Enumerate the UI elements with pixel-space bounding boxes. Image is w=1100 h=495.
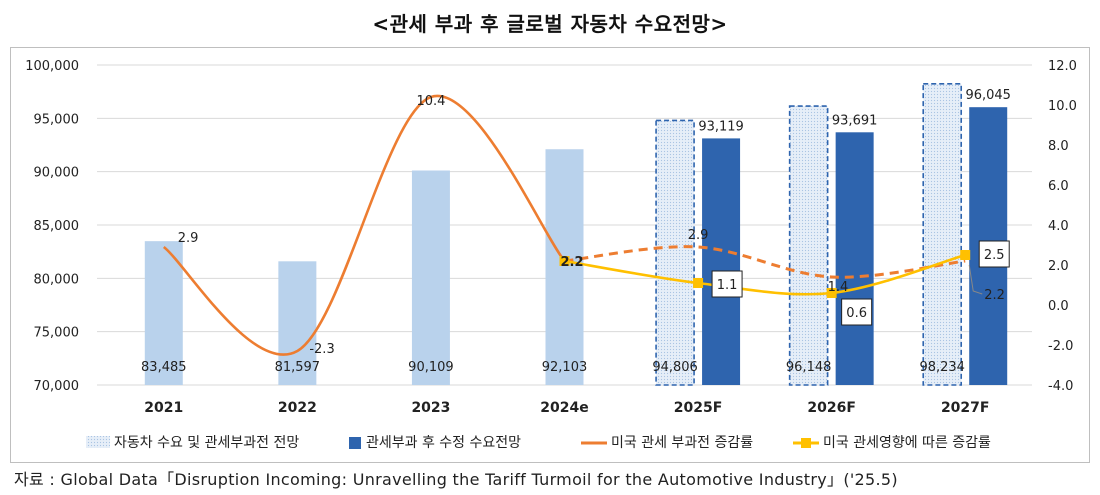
legend-label: 미국 관세영향에 따른 증감률 xyxy=(823,435,991,451)
y-right-tick-label: 2.0 xyxy=(1048,259,1069,274)
x-tick-label: 2026F xyxy=(807,400,856,416)
legend-swatch-yellow-marker xyxy=(801,438,811,448)
bar-post-tariff-label: 93,119 xyxy=(698,119,744,134)
x-tick-label: 2023 xyxy=(411,400,450,416)
x-tick-label: 2021 xyxy=(144,400,183,416)
y-left-tick-label: 95,000 xyxy=(34,112,80,127)
x-tick-label: 2022 xyxy=(278,400,317,416)
y-right-tick-label: -4.0 xyxy=(1048,379,1073,394)
line-tariff-impact-marker xyxy=(693,278,704,288)
bar-pre-tariff xyxy=(144,241,183,385)
bar-pre-tariff-label: 90,109 xyxy=(408,360,454,375)
line-tariff-impact-label: 0.6 xyxy=(846,306,867,321)
line-tariff-impact-label-box xyxy=(711,270,743,298)
line-tariff-impact-label: 2.5 xyxy=(984,248,1005,263)
source-note: 자료 : Global Data「Disruption Incoming: Un… xyxy=(14,470,898,489)
bar-post-tariff xyxy=(702,138,741,385)
bar-post-tariff xyxy=(835,132,874,385)
y-left-tick-label: 100,000 xyxy=(25,59,79,74)
line-tariff-impact-label-box xyxy=(841,298,873,326)
line-tariff-impact-label: 2.2 xyxy=(561,255,584,270)
line-tariff-impact-marker xyxy=(559,256,570,266)
y-left-tick-label: 85,000 xyxy=(34,219,80,234)
x-tick-label: 2027F xyxy=(941,400,990,416)
x-tick-label: 2024e xyxy=(540,400,588,416)
y-right-tick-label: 6.0 xyxy=(1048,179,1069,194)
line-tariff-impact-marker xyxy=(960,250,971,260)
legend-swatch-pre-tariff xyxy=(86,436,110,448)
y-right-tick-label: 10.0 xyxy=(1048,99,1077,114)
bar-pre-tariff-label: 92,103 xyxy=(542,360,588,375)
bar-pre-tariff xyxy=(922,83,963,386)
y-right-tick-label: -2.0 xyxy=(1048,339,1073,354)
line-tariff-impact-marker xyxy=(826,288,837,298)
y-left-tick-label: 90,000 xyxy=(34,166,80,181)
bar-pre-tariff xyxy=(655,119,695,386)
legend-label: 관세부과 후 수정 수요전망 xyxy=(366,435,521,451)
bar-post-tariff-label: 93,691 xyxy=(832,113,878,128)
line-pre-tariff-growth xyxy=(162,94,566,356)
legend-label: 미국 관세 부과전 증감률 xyxy=(611,435,753,451)
chart-frame xyxy=(10,47,1090,463)
y-right-tick-label: 8.0 xyxy=(1048,139,1069,154)
y-right-tick-label: 4.0 xyxy=(1048,219,1069,234)
line-pre-tariff-label: -2.3 xyxy=(309,342,334,357)
bar-pre-tariff-label: 81,597 xyxy=(275,360,321,375)
line-pre-tariff-label: 2.9 xyxy=(688,228,709,243)
line-tariff-impact-label-box xyxy=(978,240,1010,268)
bar-pre-tariff-label: 83,485 xyxy=(141,360,187,375)
legend-swatch-post-tariff xyxy=(349,437,361,449)
legend-label: 자동차 수요 및 관세부과전 전망 xyxy=(114,435,299,451)
y-left-tick-label: 70,000 xyxy=(34,379,80,394)
line-tariff-impact-label: 1.1 xyxy=(717,278,738,293)
bar-post-tariff-label: 96,045 xyxy=(965,88,1011,103)
line-pre-tariff-label: 2.9 xyxy=(178,231,199,246)
bar-pre-tariff xyxy=(788,105,829,386)
chart-svg: 70,000 75,000 80,000 85,000 90,000 95,000 100,… xyxy=(25,59,1077,451)
line-pre-tariff-label: 2.2 xyxy=(984,288,1005,303)
y-right-tick-label: 12.0 xyxy=(1048,59,1077,74)
bar-pre-tariff-label: 96,148 xyxy=(786,360,832,375)
bar-pre-tariff xyxy=(411,170,450,385)
bar-pre-tariff-label: 94,806 xyxy=(652,360,698,375)
line-pre-tariff-label: 10.4 xyxy=(416,94,445,109)
label-leader xyxy=(968,264,983,295)
y-left-tick-label: 75,000 xyxy=(34,326,80,341)
x-tick-label: 2025F xyxy=(674,400,723,416)
y-left-tick-label: 80,000 xyxy=(34,272,80,287)
line-pre-tariff-growth-forecast xyxy=(564,245,966,279)
chart-title: <관세 부과 후 글로벌 자동차 수요전망> xyxy=(372,12,728,36)
line-tariff-impact-growth xyxy=(564,253,966,296)
y-right-tick-label: 0.0 xyxy=(1048,299,1069,314)
bar-pre-tariff xyxy=(278,261,317,385)
bar-pre-tariff-label: 98,234 xyxy=(919,360,965,375)
line-pre-tariff-label: 1.4 xyxy=(828,280,849,295)
bar-pre-tariff xyxy=(545,149,584,385)
